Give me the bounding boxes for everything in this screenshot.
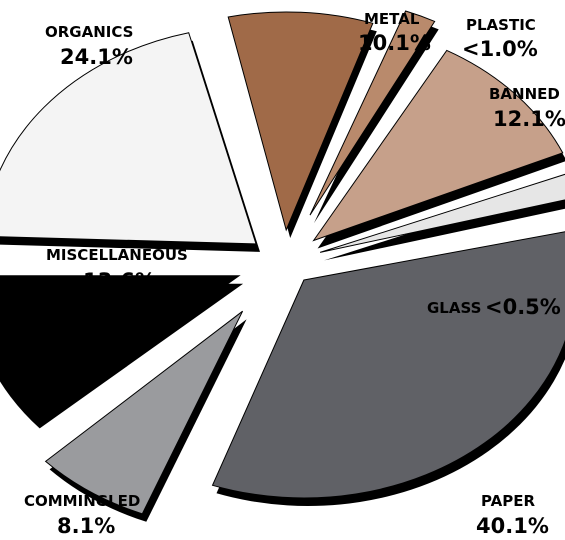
label-organics-name: ORGANICS (45, 23, 133, 41)
label-glass-name: GLASS (427, 299, 481, 317)
label-glass-value: <0.5% (485, 295, 561, 319)
slice-commingled (44, 310, 244, 515)
slice-metal (227, 11, 374, 232)
label-organics-value: 24.1% (60, 45, 133, 69)
label-metal-name: METAL (364, 10, 420, 28)
label-plastic-name: PLASTIC (466, 16, 536, 34)
slice-organics (0, 32, 257, 245)
slice-depth-plastic (314, 19, 439, 224)
label-paper-value: 40.1% (476, 514, 549, 538)
slice-paper (211, 231, 565, 499)
label-miscellaneous-value: 13.6% (83, 269, 156, 293)
label-miscellaneous-name: MISCELLANEOUS (46, 246, 188, 264)
label-paper-name: PAPER (481, 492, 535, 510)
label-metal-value: 10.1% (358, 31, 431, 55)
label-commingled-value: 8.1% (57, 514, 115, 538)
slice-banned (312, 49, 564, 242)
pie-slices (0, 10, 565, 522)
slice-plastic (309, 10, 436, 216)
slice-glass (319, 173, 565, 253)
label-plastic-value: <1.0% (462, 37, 538, 61)
label-commingled-name: COMMINGLED (24, 492, 140, 510)
label-banned-value: 12.1% (493, 107, 565, 131)
slice-miscellaneous (0, 275, 241, 422)
label-banned-name: BANNED (489, 85, 560, 103)
